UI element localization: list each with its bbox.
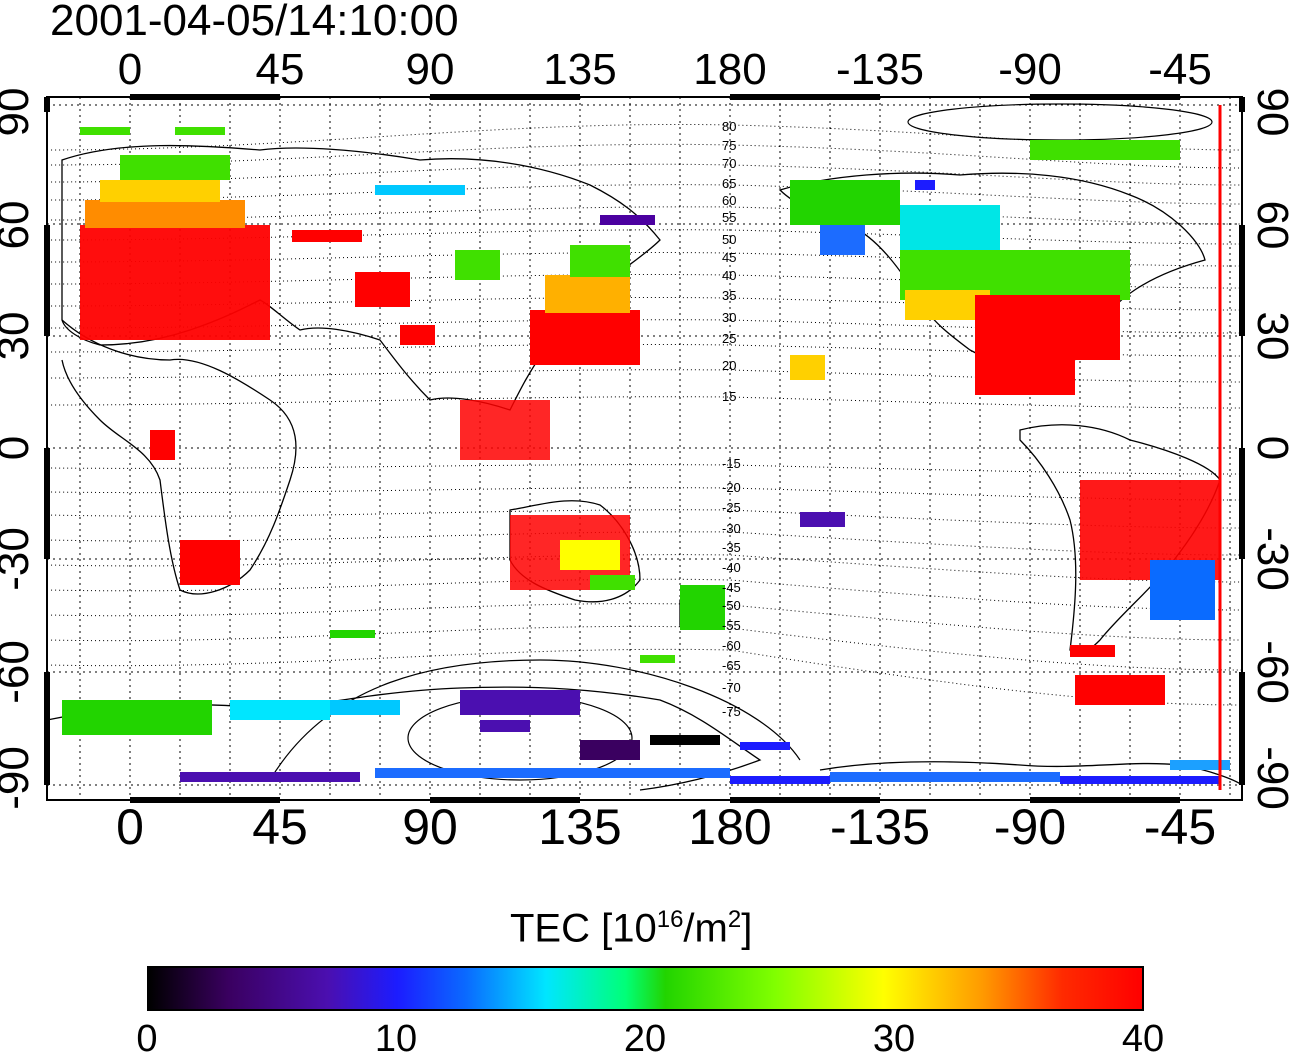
bottom-lon-tick-45: 45 (252, 799, 308, 855)
svg-text:-70: -70 (722, 680, 741, 695)
svg-text:55: 55 (722, 210, 736, 225)
bottom-lon-tick-90: 90 (402, 799, 458, 855)
svg-text:-75: -75 (722, 704, 741, 719)
top-lon-tick-180: 180 (693, 45, 767, 94)
svg-text:-65: -65 (722, 658, 741, 673)
colorbar-tick-30: 30 (872, 1018, 916, 1060)
colorbar-tick-20: 20 (623, 1018, 667, 1060)
top-lon-tick-m45: -45 (1148, 45, 1212, 94)
svg-text:15: 15 (722, 389, 736, 404)
colorbar-tick-0: 0 (136, 1018, 158, 1060)
top-lon-tick-90: 90 (405, 45, 455, 94)
colorbar-title: TEC [1016/m2] (510, 906, 753, 951)
colorbar-tick-40: 40 (1121, 1018, 1165, 1060)
svg-text:-30: -30 (722, 521, 741, 536)
tec-patches (62, 127, 1230, 784)
svg-text:80: 80 (722, 119, 736, 134)
frame-tick-bars (44, 94, 1245, 803)
svg-text:-15: -15 (722, 456, 741, 471)
svg-text:60: 60 (722, 193, 736, 208)
svg-text:20: 20 (722, 358, 736, 373)
svg-text:-55: -55 (722, 618, 741, 633)
bottom-lon-tick-m135: -135 (829, 799, 931, 855)
bottom-lon-tick-135: 135 (538, 799, 622, 855)
svg-text:-20: -20 (722, 480, 741, 495)
contour-labels: 80 75 70 65 60 55 50 45 40 35 30 25 20 1… (722, 119, 741, 719)
tec-colorbar (147, 966, 1144, 1011)
top-lon-tick-m135: -135 (835, 45, 925, 94)
svg-text:50: 50 (722, 232, 736, 247)
svg-text:-25: -25 (722, 500, 741, 515)
svg-text:-40: -40 (722, 560, 741, 575)
bottom-lon-tick-m45: -45 (1143, 799, 1217, 855)
colorbar-tick-10: 10 (374, 1018, 418, 1060)
svg-text:40: 40 (722, 268, 736, 283)
bottom-lon-tick-180: 180 (688, 799, 772, 855)
svg-text:70: 70 (722, 156, 736, 171)
top-lon-tick-m90: -90 (998, 45, 1062, 94)
top-lon-tick-0: 0 (117, 45, 143, 94)
svg-text:35: 35 (722, 288, 736, 303)
top-lon-tick-135: 135 (543, 45, 617, 94)
top-lon-tick-45: 45 (255, 45, 305, 94)
svg-text:45: 45 (722, 250, 736, 265)
svg-text:75: 75 (722, 138, 736, 153)
timestamp-title: 2001-04-05/14:10:00 (50, 0, 459, 45)
svg-text:-60: -60 (722, 638, 741, 653)
svg-text:-50: -50 (722, 598, 741, 613)
svg-text:30: 30 (722, 310, 736, 325)
svg-text:65: 65 (722, 176, 736, 191)
bottom-lon-tick-m90: -90 (993, 799, 1067, 855)
svg-text:25: 25 (722, 331, 736, 346)
bottom-lon-tick-0: 0 (116, 799, 144, 855)
svg-text:-35: -35 (722, 540, 741, 555)
svg-text:-45: -45 (722, 580, 741, 595)
